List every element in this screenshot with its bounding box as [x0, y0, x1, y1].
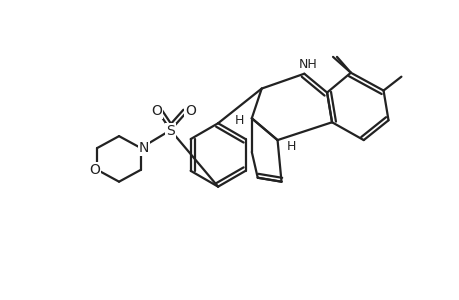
Text: H: H	[286, 140, 296, 152]
Text: NH: NH	[298, 58, 317, 71]
Text: O: O	[89, 163, 100, 177]
Text: N: N	[138, 141, 149, 155]
Text: S: S	[166, 124, 174, 138]
Text: O: O	[185, 104, 196, 118]
Text: O: O	[151, 104, 162, 118]
Text: H: H	[235, 114, 244, 127]
